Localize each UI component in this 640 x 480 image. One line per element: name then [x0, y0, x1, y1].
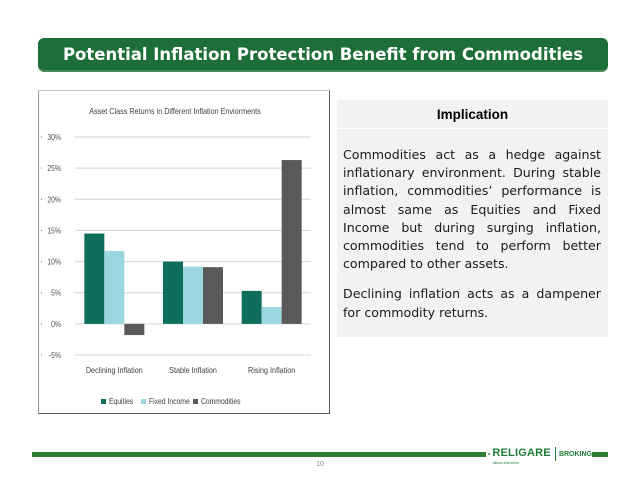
y-tick-mark: [41, 354, 42, 356]
logo-tagline: Values that shine: [492, 460, 519, 465]
y-tick-label: 0%: [51, 319, 61, 329]
y-tick-mark: [41, 261, 42, 263]
slide-title: Potential Inflation Protection Benefit f…: [38, 38, 608, 70]
bar: [124, 323, 145, 336]
x-tick-label: Declining Inflation: [86, 365, 143, 375]
implication-heading: Implication: [337, 100, 608, 129]
implication-panel: Implication Commodities act as a hedge a…: [337, 100, 608, 337]
bar: [104, 250, 125, 324]
implication-paragraph-1: Commodities act as a hedge against infla…: [343, 147, 601, 272]
y-tick-mark: [41, 136, 42, 138]
logo-wordmark: RELIGARE Values that shine: [492, 443, 550, 466]
legend-label: Commodities: [201, 396, 241, 406]
logo-brand: RELIGARE: [492, 446, 551, 459]
legend-swatch: [141, 399, 146, 404]
bar: [261, 307, 282, 324]
legend-swatch: [101, 399, 106, 404]
y-tick-mark: [41, 167, 42, 169]
y-tick-mark: [41, 292, 42, 294]
y-tick-label: 30%: [47, 132, 61, 142]
y-tick-label: -5%: [49, 350, 61, 360]
y-tick-label: 25%: [47, 164, 61, 174]
legend-swatch: [193, 399, 198, 404]
y-tick-label: 15%: [47, 226, 61, 236]
footer-rule-right: [592, 452, 608, 457]
bar: [183, 266, 203, 324]
religare-logo: RELIGARE Values that shine BROKING: [488, 443, 592, 465]
implication-paragraph-2: Declining inflation acts as a dampener f…: [343, 286, 601, 320]
implication-text: Commodities act as a hedge against infla…: [343, 146, 601, 334]
bar: [84, 233, 105, 324]
bar: [241, 290, 262, 324]
bar: [163, 261, 183, 324]
logo-division: BROKING: [558, 450, 592, 458]
y-tick-label: 10%: [47, 257, 61, 267]
y-tick-label: 5%: [51, 288, 61, 298]
bar-chart: Asset Class Returns in Different Inflati…: [41, 106, 311, 406]
y-tick-mark: [41, 323, 42, 325]
y-tick-mark: [41, 229, 42, 231]
x-tick-label: Rising Inflation: [248, 365, 295, 375]
chart-panel: Asset Class Returns in Different Inflati…: [38, 90, 330, 414]
y-tick-label: 20%: [47, 195, 61, 205]
clover-icon: [488, 453, 491, 455]
bar: [281, 160, 302, 324]
y-tick-mark: [41, 198, 42, 200]
chart-title: Asset Class Returns in Different Inflati…: [89, 106, 261, 116]
bar: [203, 267, 223, 324]
legend-label: Fixed Income: [149, 396, 190, 406]
footer-rule: [32, 452, 486, 457]
page-number: 10: [316, 461, 324, 468]
x-tick-label: Stable Inflation: [169, 365, 217, 375]
legend-label: Equities: [109, 396, 133, 406]
